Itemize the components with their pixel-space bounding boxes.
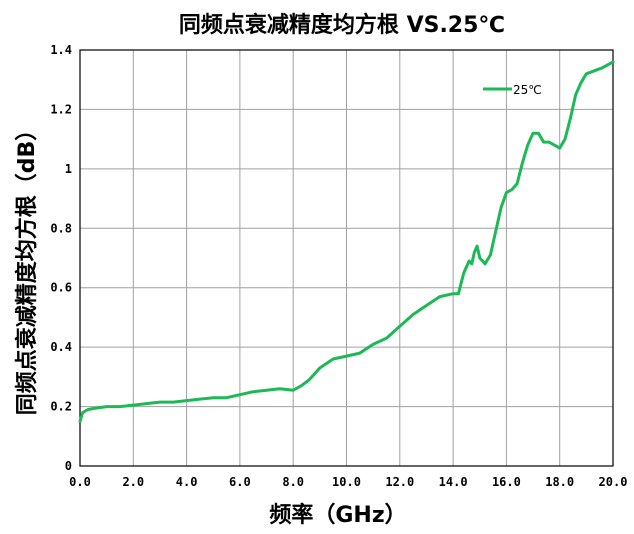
y-tick-label: 0.8: [50, 221, 72, 235]
chart-title: 同频点衰减精度均方根 VS.25℃: [179, 12, 505, 38]
x-tick-label: 14.0: [439, 475, 468, 489]
y-tick-label: 0.6: [50, 281, 72, 295]
x-tick-label: 12.0: [385, 475, 414, 489]
x-tick-label: 20.0: [599, 475, 628, 489]
x-tick-label: 0.0: [69, 475, 91, 489]
x-tick-label: 2.0: [122, 475, 144, 489]
x-tick-label: 10.0: [332, 475, 361, 489]
legend: 25℃: [483, 83, 542, 97]
x-axis-title: 频率（GHz）: [269, 502, 406, 528]
y-axis-ticks: 0 0.2 0.4 0.6 0.8 1 1.2 1.4: [50, 43, 72, 473]
series-layer: [78, 60, 615, 423]
series-line-25c: [78, 60, 615, 423]
x-axis-ticks: 0.0 2.0 4.0 6.0 8.0 10.0 12.0 14.0 16.0 18.0 20.0: [69, 475, 627, 489]
x-tick-label: 8.0: [282, 475, 304, 489]
plot-area-frame: [79, 49, 614, 467]
x-tick-label: 6.0: [229, 475, 251, 489]
y-tick-label: 0.2: [50, 400, 72, 414]
y-tick-label: 0: [65, 459, 72, 473]
x-tick-label: 16.0: [492, 475, 521, 489]
x-tick-label: 18.0: [545, 475, 574, 489]
y-tick-label: 1: [65, 162, 72, 176]
y-tick-label: 1.2: [50, 102, 72, 116]
y-tick-label: 1.4: [50, 43, 72, 57]
x-tick-label: 4.0: [176, 475, 198, 489]
y-axis-title: 同频点衰减精度均方根（dB）: [14, 119, 40, 416]
y-tick-label: 0.4: [50, 340, 72, 354]
legend-label-25c: 25℃: [513, 83, 542, 97]
